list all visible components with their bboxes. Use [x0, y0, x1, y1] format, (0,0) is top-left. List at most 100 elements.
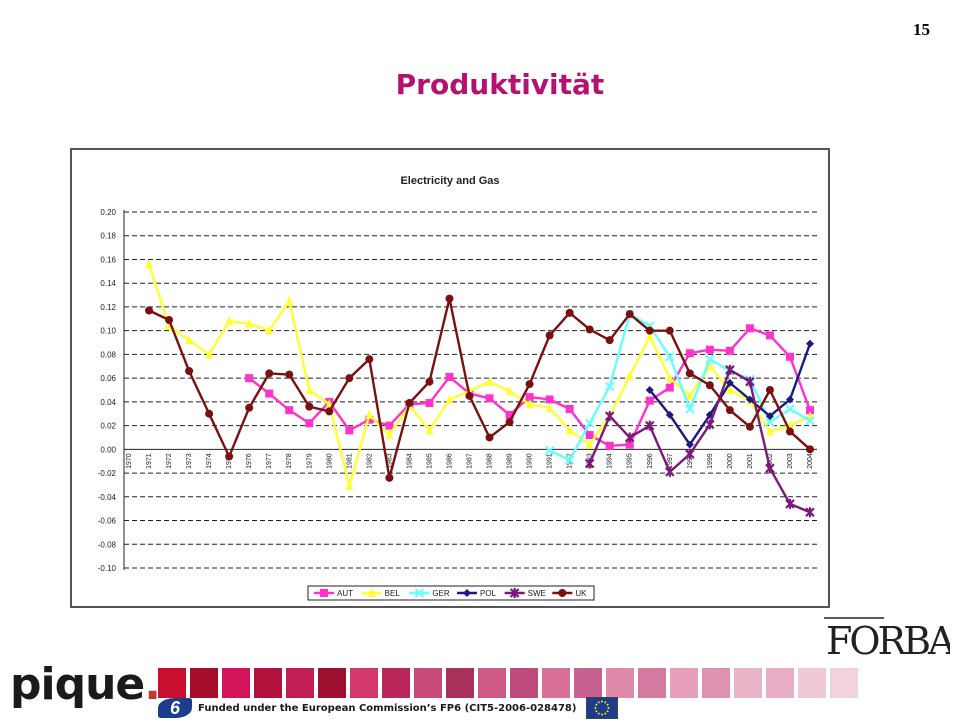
- data-point: [765, 386, 774, 394]
- data-point: [765, 426, 774, 436]
- data-point: [605, 441, 614, 450]
- legend-entry-pol: POL: [457, 589, 497, 598]
- x-tick-label: 1989: [507, 453, 514, 469]
- data-point: [785, 352, 794, 361]
- data-point: [645, 396, 654, 405]
- x-tick-label: 1973: [186, 453, 193, 469]
- data-point: [685, 349, 694, 358]
- y-tick-label: 0.12: [100, 303, 116, 312]
- stripe: [766, 668, 794, 698]
- data-point: [745, 422, 754, 431]
- y-tick-label: 0.10: [100, 327, 116, 336]
- data-point: [806, 445, 814, 454]
- legend-entry-aut: AUT: [314, 589, 353, 598]
- page-number: 15: [913, 20, 930, 39]
- data-point: [505, 418, 514, 427]
- data-point: [145, 306, 154, 315]
- data-point: [320, 589, 328, 597]
- data-point: [414, 588, 425, 598]
- data-point: [565, 308, 574, 317]
- data-point: [145, 259, 154, 269]
- data-point: [305, 419, 314, 428]
- legend-label: UK: [575, 589, 587, 598]
- legend-entry-ger: GER: [409, 588, 450, 598]
- data-point: [465, 391, 474, 400]
- x-tick-label: 1986: [446, 453, 453, 469]
- data-point: [185, 367, 194, 376]
- axis-layer: 0.20 0.18 0.16 0.14 0.12 0.10 0.08 0.06 0.04 0.02…: [98, 208, 817, 573]
- data-point: [405, 399, 414, 408]
- decorative-stripes: [158, 668, 858, 698]
- series-line: [549, 312, 811, 462]
- x-tick-label: 2004: [807, 453, 814, 469]
- x-tick-label: 1998: [687, 453, 694, 469]
- data-point: [245, 318, 254, 328]
- data-point: [445, 372, 454, 381]
- grid-layer: [124, 211, 817, 569]
- data-point: [584, 418, 595, 428]
- x-tick-label: 1991: [547, 453, 554, 469]
- stripe: [574, 668, 602, 698]
- stripe: [510, 668, 538, 698]
- x-tick-label: 1972: [166, 453, 173, 469]
- series-line: [148, 297, 811, 480]
- data-point: [385, 430, 394, 440]
- chart-frame: Electricity and Gas 0.20 0.18 0.16 0.14 0.12…: [70, 148, 830, 608]
- x-tick-label: 1984: [406, 453, 413, 469]
- y-tick-label: -0.06: [98, 517, 117, 526]
- x-tick-label: 1995: [627, 453, 634, 469]
- data-point: [785, 404, 795, 414]
- x-tick-label: 1996: [647, 453, 654, 469]
- data-point: [545, 402, 554, 412]
- data-point: [805, 416, 815, 426]
- data-point: [785, 427, 794, 436]
- data-point: [545, 331, 554, 340]
- data-point: [505, 410, 514, 419]
- x-tick-label: 2002: [767, 453, 774, 469]
- data-point: [785, 395, 794, 404]
- stripe: [542, 668, 570, 698]
- data-point: [765, 417, 775, 427]
- data-point: [525, 380, 534, 389]
- y-tick-label: 0.08: [100, 350, 116, 359]
- forba-logo: FORBA: [824, 617, 950, 662]
- legend-entry-swe: SWE: [504, 588, 546, 598]
- data-point: [705, 381, 714, 390]
- x-tick-label: 1978: [286, 453, 293, 469]
- data-point: [765, 331, 774, 340]
- data-point: [245, 374, 254, 383]
- stripe: [446, 668, 474, 698]
- data-point: [665, 383, 674, 392]
- x-tick-label: 1981: [346, 453, 353, 469]
- data-point: [509, 588, 520, 598]
- data-point: [705, 361, 714, 371]
- stripe: [350, 668, 378, 698]
- legend-label: SWE: [528, 589, 546, 598]
- line-chart: Electricity and Gas 0.20 0.18 0.16 0.14 0.12…: [98, 175, 817, 601]
- x-tick-label: 1976: [246, 453, 253, 469]
- stripe: [158, 668, 186, 698]
- y-tick-label: 0.14: [100, 279, 116, 288]
- data-point: [325, 407, 334, 416]
- x-tick-label: 1980: [326, 453, 333, 469]
- data-point: [745, 324, 754, 333]
- data-point: [365, 415, 374, 424]
- data-point: [645, 331, 654, 341]
- data-point: [806, 339, 814, 348]
- data-point: [305, 402, 314, 411]
- legend-label: AUT: [337, 589, 353, 598]
- stripe: [414, 668, 442, 698]
- stripe: [734, 668, 762, 698]
- data-point: [285, 406, 294, 415]
- y-tick-label: 0.06: [100, 374, 116, 383]
- data-point: [765, 463, 775, 474]
- data-point: [745, 395, 754, 404]
- data-point: [665, 466, 675, 477]
- y-tick-label: -0.08: [98, 540, 117, 549]
- series-line: [648, 343, 812, 446]
- data-point: [645, 386, 654, 394]
- stripe: [286, 668, 314, 698]
- data-point: [745, 376, 755, 387]
- data-point: [345, 374, 354, 383]
- eu-flag-icon: [586, 697, 619, 719]
